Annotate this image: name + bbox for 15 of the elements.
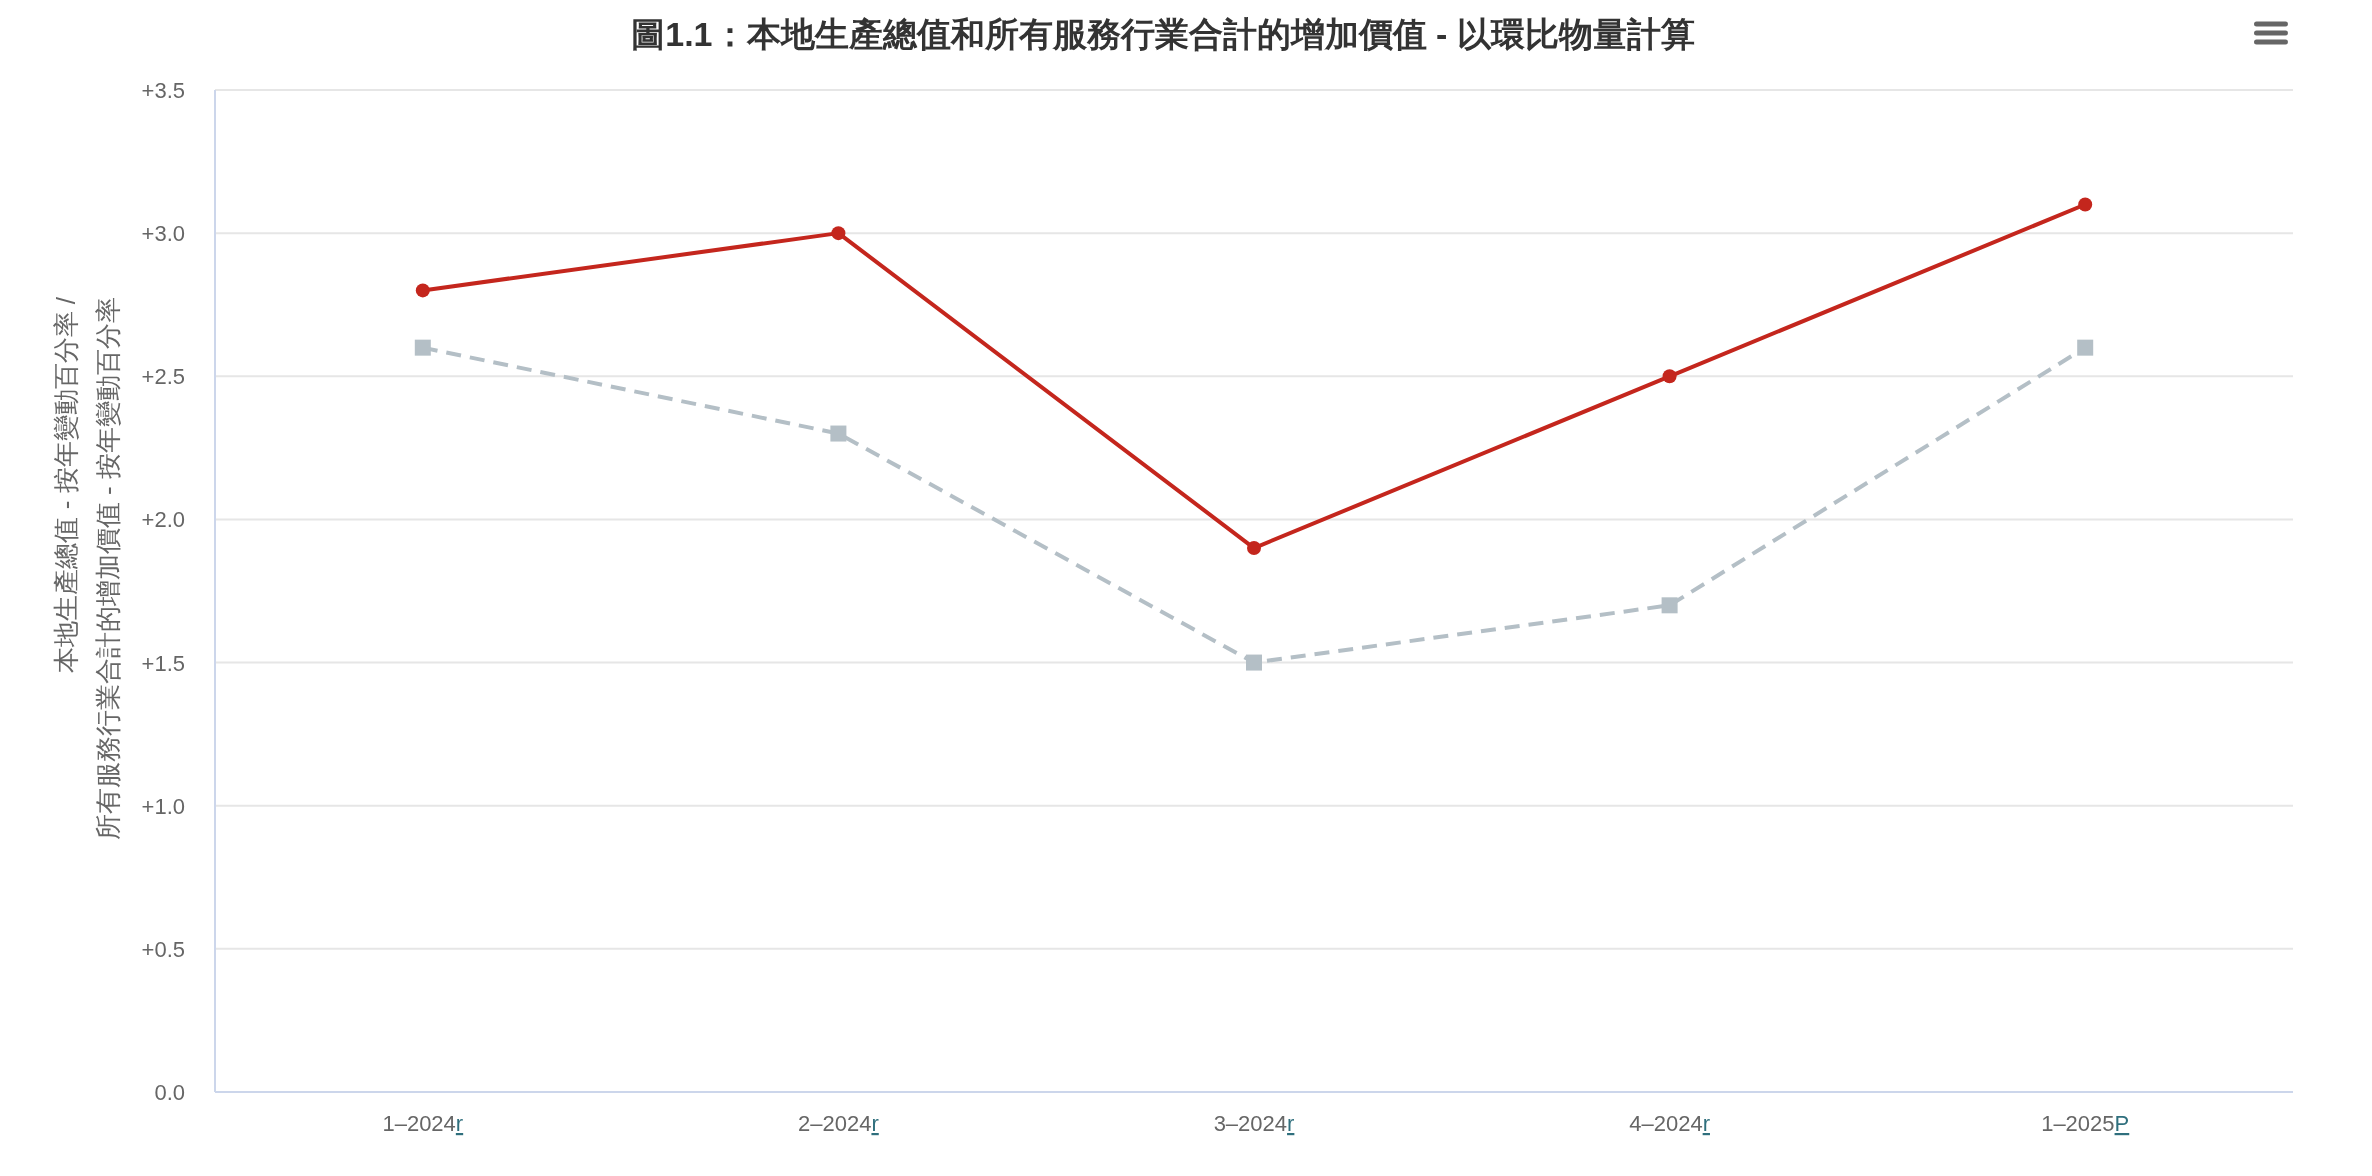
y-tick-label: 0.0 <box>154 1080 185 1105</box>
x-tick-label: 1–2024r <box>382 1111 464 1136</box>
x-tick-label: 2–2024r <box>798 1111 879 1136</box>
x-tick-label: 1–2025P <box>2041 1111 2130 1136</box>
x-tick-label: 3–2024r <box>1213 1111 1295 1136</box>
y-tick-label: +0.5 <box>141 936 185 962</box>
y-tick-label: +3.5 <box>141 78 185 103</box>
y-tick-label: +3.0 <box>141 221 185 247</box>
y-tick-label: +2.0 <box>141 507 185 533</box>
y-tick-label: +2.5 <box>141 364 185 390</box>
x-tick-label: 4–2024r <box>1629 1111 1710 1136</box>
title: 圖1.1：本地生產總值和所有服務行業合計的增加價值 - 以環比物量計算 <box>631 15 1695 53</box>
y-axis-title: 本地生產總值 - 按年變動百分率 / 所有服務行業合計的增加價值 - 按年變動百分率 <box>51 297 123 841</box>
y-tick-label: +1.5 <box>141 650 185 676</box>
y-tick-label: +1.0 <box>141 793 185 819</box>
